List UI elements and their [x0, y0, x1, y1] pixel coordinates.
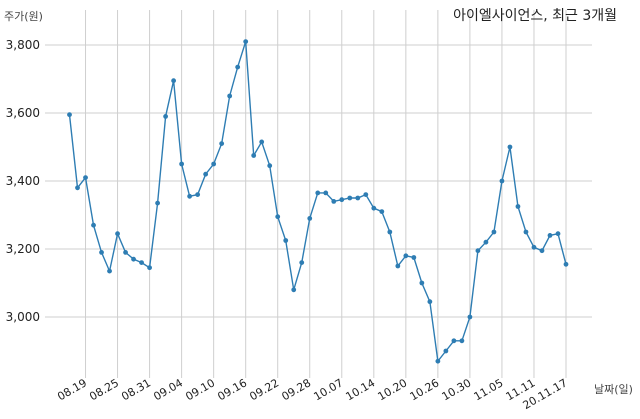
- data-point: [291, 287, 297, 293]
- data-point: [267, 163, 273, 169]
- x-tick-label: 09.04: [151, 376, 185, 403]
- data-point: [275, 214, 281, 220]
- data-point: [211, 161, 217, 167]
- data-point: [435, 358, 441, 364]
- grid-lines: [45, 10, 592, 378]
- x-axis-label: 날짜(일): [594, 382, 633, 396]
- data-point: [427, 299, 433, 305]
- data-point: [235, 64, 241, 70]
- data-point: [307, 216, 313, 221]
- x-tick-label: 11.05: [472, 376, 506, 403]
- data-point: [515, 204, 521, 209]
- data-point: [171, 78, 177, 84]
- y-tick-labels: 3,000 3,200 3,400 3,600 3,800: [6, 38, 40, 324]
- data-point: [451, 338, 457, 344]
- data-point: [115, 231, 120, 237]
- y-tick-label: 3,800: [6, 38, 40, 52]
- data-point: [371, 205, 377, 211]
- data-point: [483, 239, 489, 245]
- y-tick-label: 3,200: [6, 242, 40, 256]
- data-point: [243, 39, 249, 44]
- data-point: [147, 265, 152, 271]
- data-point: [219, 141, 225, 147]
- data-point: [299, 260, 305, 265]
- series-layer: [67, 39, 569, 364]
- x-tick-label: 08.25: [87, 376, 121, 403]
- data-point: [499, 178, 505, 184]
- y-tick-label: 3,600: [6, 106, 40, 120]
- data-point: [331, 199, 337, 204]
- data-point: [403, 253, 409, 259]
- data-point: [131, 256, 136, 262]
- x-tick-label: 08.19: [55, 376, 89, 403]
- data-point: [99, 250, 104, 255]
- data-point: [555, 231, 561, 237]
- data-point: [83, 175, 88, 181]
- data-point: [107, 268, 112, 274]
- data-point: [195, 192, 201, 198]
- data-point: [259, 139, 265, 145]
- y-axis-label: 주가(원): [4, 10, 43, 23]
- y-tick-label: 3,000: [6, 310, 40, 324]
- data-point: [203, 171, 209, 177]
- data-point: [395, 263, 401, 269]
- data-point: [467, 314, 473, 320]
- x-tick-label: 08.31: [119, 376, 153, 403]
- x-tick-label: 09.28: [279, 376, 313, 403]
- data-point: [507, 144, 513, 150]
- y-tick-label: 3,400: [6, 174, 40, 188]
- x-tick-label: 10.20: [376, 376, 410, 403]
- data-point: [347, 195, 353, 201]
- x-tick-labels: 08.1908.2508.3109.0409.1009.1609.2209.28…: [55, 376, 569, 412]
- x-tick-label: 09.16: [215, 376, 249, 403]
- data-point: [355, 195, 361, 201]
- data-point: [139, 260, 144, 265]
- data-point: [179, 161, 185, 167]
- data-point: [123, 250, 128, 255]
- data-point: [323, 190, 329, 196]
- data-point: [163, 114, 169, 119]
- data-point: [155, 200, 160, 206]
- data-point: [411, 255, 417, 260]
- data-point: [75, 185, 80, 191]
- x-tick-label: 10.30: [440, 376, 474, 403]
- x-tick-label: 09.22: [247, 376, 281, 403]
- data-point: [363, 192, 369, 198]
- data-point: [91, 222, 96, 228]
- data-point: [547, 233, 553, 238]
- data-point: [563, 261, 569, 267]
- data-point: [227, 93, 233, 99]
- series-line: [68, 41, 567, 363]
- data-point: [539, 248, 545, 254]
- data-point: [251, 153, 257, 158]
- data-point: [315, 190, 321, 196]
- data-point: [387, 229, 393, 235]
- data-point: [67, 112, 72, 118]
- x-tick-label: 10.26: [408, 376, 442, 403]
- data-point: [491, 229, 497, 235]
- data-point: [379, 209, 385, 215]
- data-point: [419, 280, 425, 286]
- data-point: [187, 193, 193, 199]
- data-point: [339, 197, 345, 203]
- data-point: [443, 348, 449, 354]
- x-tick-label: 10.07: [311, 376, 345, 403]
- x-tick-label: 10.14: [344, 376, 378, 403]
- data-point: [283, 238, 289, 243]
- chart-title: 아이엘사이언스, 최근 3개월: [453, 8, 617, 24]
- data-point: [523, 229, 529, 235]
- data-point: [475, 248, 481, 254]
- x-tick-label: 09.10: [183, 376, 217, 403]
- data-point: [459, 338, 465, 344]
- data-point: [531, 244, 537, 250]
